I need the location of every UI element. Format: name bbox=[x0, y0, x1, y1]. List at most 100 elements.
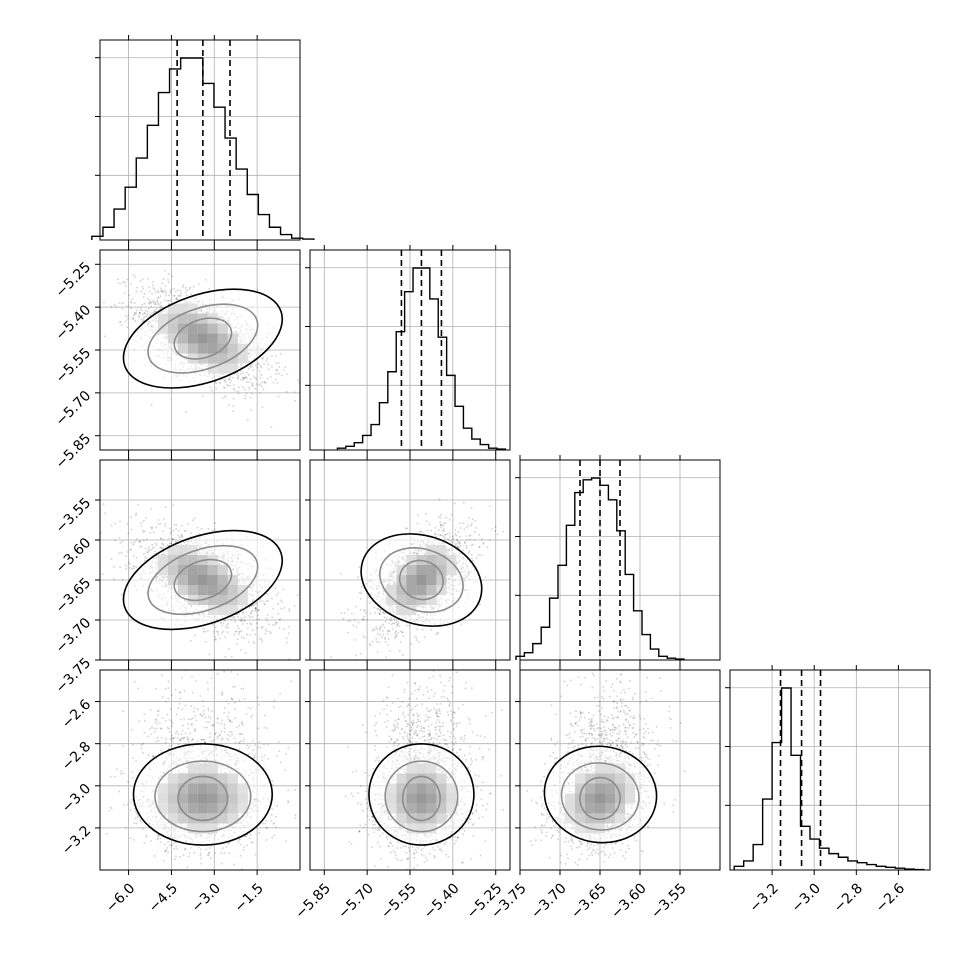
scatter-point bbox=[142, 531, 145, 534]
scatter-point bbox=[259, 392, 262, 394]
scatter-point bbox=[188, 288, 191, 290]
scatter-point bbox=[130, 567, 133, 570]
scatter-point bbox=[258, 637, 261, 640]
scatter-point bbox=[217, 631, 219, 633]
scatter-point bbox=[147, 548, 150, 551]
scatter-point bbox=[172, 504, 175, 507]
scatter-point bbox=[286, 373, 289, 376]
scatter-point bbox=[145, 517, 147, 519]
panel-content bbox=[330, 498, 505, 659]
scatter-point bbox=[144, 312, 146, 315]
scatter-point bbox=[162, 543, 164, 545]
scatter-point bbox=[102, 503, 105, 505]
scatter-point bbox=[164, 285, 167, 287]
scatter-point bbox=[258, 609, 260, 612]
axes-frame bbox=[99, 39, 301, 241]
scatter-point bbox=[395, 635, 397, 638]
scatter-point bbox=[390, 619, 392, 622]
scatter-point bbox=[166, 300, 169, 302]
scatter-point bbox=[183, 529, 186, 532]
scatter-point bbox=[439, 524, 442, 527]
scatter-point bbox=[275, 621, 278, 624]
scatter-point bbox=[473, 530, 476, 533]
scatter-point bbox=[154, 542, 157, 545]
scatter-point bbox=[447, 539, 450, 541]
scatter-point bbox=[128, 566, 131, 569]
scatter-point bbox=[162, 278, 165, 280]
scatter-point bbox=[117, 282, 120, 284]
scatter-point bbox=[255, 378, 258, 380]
scatter-point bbox=[477, 553, 480, 556]
scatter-point bbox=[288, 610, 291, 612]
scatter-point bbox=[250, 610, 253, 613]
scatter-point bbox=[395, 634, 398, 637]
scatter-point bbox=[153, 303, 156, 306]
scatter-point bbox=[254, 607, 257, 610]
scatter-point bbox=[133, 302, 136, 305]
scatter-point bbox=[249, 616, 252, 619]
scatter-point bbox=[152, 284, 154, 287]
scatter-point bbox=[164, 506, 167, 508]
scatter-point bbox=[175, 298, 178, 301]
scatter-point bbox=[367, 596, 370, 598]
scatter-point bbox=[220, 621, 223, 624]
scatter-point bbox=[468, 516, 471, 519]
scatter-point bbox=[274, 587, 277, 589]
scatter-point bbox=[146, 313, 149, 316]
scatter-point bbox=[249, 366, 252, 369]
scatter-point bbox=[222, 630, 225, 633]
scatter-point bbox=[138, 316, 140, 319]
scatter-point bbox=[159, 537, 162, 540]
scatter-point bbox=[294, 399, 297, 402]
scatter-point bbox=[160, 547, 163, 549]
scatter-point bbox=[347, 608, 350, 611]
scatter-point bbox=[229, 384, 231, 387]
scatter-point bbox=[263, 602, 266, 605]
scatter-point bbox=[430, 628, 432, 631]
scatter-point bbox=[480, 538, 483, 541]
scatter-point bbox=[451, 541, 454, 544]
scatter-point bbox=[180, 534, 183, 537]
scatter-point bbox=[157, 522, 160, 525]
scatter-point bbox=[405, 624, 408, 627]
scatter-point bbox=[454, 533, 457, 535]
scatter-point bbox=[471, 559, 474, 562]
scatter-point bbox=[165, 290, 168, 293]
scatter-point bbox=[250, 612, 253, 615]
scatter-point bbox=[119, 520, 121, 523]
scatter-point bbox=[237, 377, 240, 380]
scatter-point bbox=[276, 382, 279, 384]
scatter-point bbox=[386, 633, 389, 636]
scatter-point bbox=[151, 526, 154, 529]
scatter-point bbox=[459, 545, 462, 547]
scatter-point bbox=[148, 286, 151, 289]
scatter-point bbox=[164, 523, 167, 525]
scatter-point bbox=[230, 618, 233, 621]
scatter-point bbox=[128, 294, 131, 297]
scatter-point bbox=[251, 383, 254, 386]
scatter-point bbox=[254, 633, 256, 636]
scatter-point bbox=[171, 275, 174, 278]
scatter-point bbox=[439, 534, 442, 537]
scatter-point bbox=[211, 389, 213, 392]
scatter-point bbox=[376, 607, 379, 610]
scatter-point bbox=[369, 602, 371, 605]
scatter-point bbox=[185, 294, 188, 297]
scatter-point bbox=[120, 324, 123, 327]
scatter-point bbox=[256, 602, 258, 605]
scatter-point bbox=[252, 640, 255, 643]
scatter-point bbox=[458, 542, 461, 545]
scatter-point bbox=[395, 621, 398, 623]
scatter-point bbox=[100, 532, 102, 535]
scatter-point bbox=[254, 602, 256, 605]
scatter-point bbox=[382, 611, 385, 614]
scatter-point bbox=[140, 521, 143, 524]
scatter-point bbox=[223, 619, 226, 622]
scatter-point bbox=[142, 552, 145, 555]
scatter-point bbox=[254, 607, 257, 610]
scatter-point bbox=[179, 294, 182, 297]
scatter-point bbox=[236, 643, 238, 645]
scatter-point bbox=[441, 534, 444, 537]
hist-panel-3 bbox=[725, 665, 931, 875]
scatter-point bbox=[478, 603, 481, 606]
